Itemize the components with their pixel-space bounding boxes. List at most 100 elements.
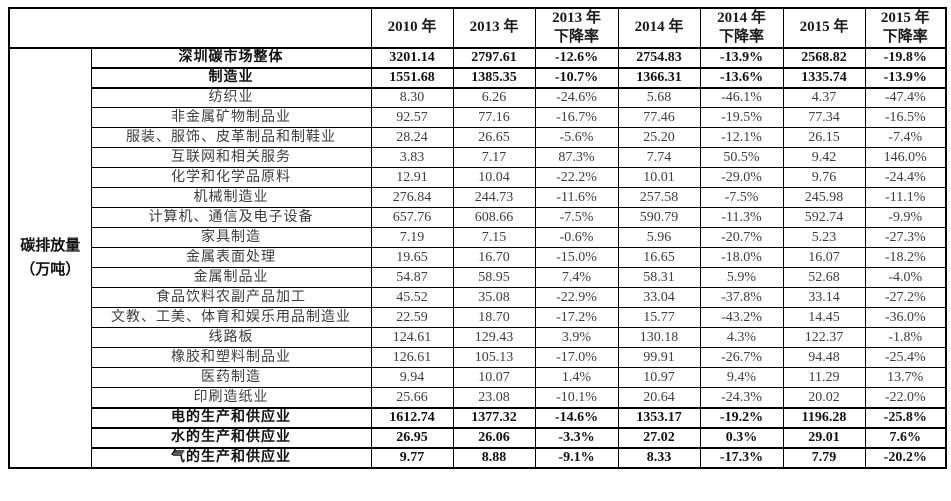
value-cell: -5.6%	[534, 127, 619, 148]
value-cell: 9.42	[782, 147, 866, 168]
value-cell: -24.4%	[864, 167, 947, 188]
value-cell: -18.0%	[699, 247, 784, 268]
row-label: 互联网和相关服务	[90, 147, 372, 168]
column-header: 2014 年 下降率	[699, 7, 784, 49]
table-row: 纺织业 8.30 6.26 -24.6% 5.68 -46.1% 4.37 -47.4%	[9, 87, 947, 108]
value-cell: 2568.82	[782, 46, 866, 69]
value-cell: 16.65	[617, 247, 701, 268]
value-cell: -29.0%	[699, 167, 784, 188]
value-cell: 1377.32	[452, 406, 536, 429]
row-label: 化学和化学品原料	[90, 167, 372, 188]
value-cell: 1196.28	[782, 406, 866, 429]
value-cell: -24.6%	[534, 87, 619, 108]
value-cell: 94.48	[782, 347, 866, 368]
table-row: 非金属矿物制品业 92.57 77.16 -16.7% 77.46 -19.5% 77.34…	[9, 107, 947, 128]
value-cell: -47.4%	[864, 87, 947, 108]
value-cell: 29.01	[782, 426, 866, 449]
value-cell: 1366.31	[617, 66, 701, 89]
value-cell: 5.9%	[699, 267, 784, 288]
value-cell: 33.04	[617, 287, 701, 308]
table-row: 电的生产和供应业 1612.74 1377.32 -14.6% 1353.17 -19.2…	[9, 406, 947, 429]
value-cell: -25.4%	[864, 347, 947, 368]
value-cell: 590.79	[617, 207, 701, 228]
value-cell: 10.07	[452, 367, 536, 388]
value-cell: 25.66	[370, 387, 454, 408]
table-row: 气的生产和供应业 9.77 8.88 -9.1% 8.33 -17.3% 7.79 -20.2…	[9, 446, 947, 469]
value-cell: 608.66	[452, 207, 536, 228]
value-cell: -7.4%	[864, 127, 947, 148]
value-cell: -0.6%	[534, 227, 619, 248]
column-header: 2010 年	[370, 7, 454, 49]
value-cell: 23.08	[452, 387, 536, 408]
value-cell: 77.16	[452, 107, 536, 128]
row-label: 水的生产和供应业	[90, 426, 372, 449]
row-label: 家具制造	[90, 227, 372, 248]
value-cell: 77.46	[617, 107, 701, 128]
value-cell: 58.95	[452, 267, 536, 288]
table-row: 金属制品业 54.87 58.95 7.4% 58.31 5.9% 52.68 -4.0%	[9, 267, 947, 288]
table-row: 金属表面处理 19.65 16.70 -15.0% 16.65 -18.0% 16.07 -1…	[9, 247, 947, 268]
value-cell: 0.3%	[699, 426, 784, 449]
value-cell: -1.8%	[864, 327, 947, 348]
row-label: 服装、服饰、皮革制品和制鞋业	[90, 127, 372, 148]
value-cell: -12.6%	[534, 46, 619, 69]
row-label: 文教、工美、体育和娱乐用品制造业	[90, 307, 372, 328]
value-cell: -13.6%	[699, 66, 784, 89]
table-row: 橡胶和塑料制品业 126.61 105.13 -17.0% 99.91 -26.7% 94.…	[9, 347, 947, 368]
header-row: 2010 年 2013 年 2013 年 下降率 2014 年 2014 年 下降率 20…	[8, 7, 947, 49]
value-cell: -9.9%	[864, 207, 947, 228]
table-row: 服装、服饰、皮革制品和制鞋业 28.24 26.65 -5.6% 25.20 -12.1%…	[9, 127, 947, 148]
value-cell: -22.9%	[534, 287, 619, 308]
value-cell: 146.0%	[864, 147, 947, 168]
value-cell: 54.87	[370, 267, 454, 288]
value-cell: -24.3%	[699, 387, 784, 408]
value-cell: -15.0%	[534, 247, 619, 268]
value-cell: -9.1%	[534, 446, 619, 469]
value-cell: 13.7%	[864, 367, 947, 388]
value-cell: -16.5%	[864, 107, 947, 128]
value-cell: 276.84	[370, 187, 454, 208]
value-cell: 14.45	[782, 307, 866, 328]
value-cell: 6.26	[452, 87, 536, 108]
value-cell: -19.8%	[864, 46, 947, 69]
value-cell: -10.7%	[534, 66, 619, 89]
value-cell: -22.2%	[534, 167, 619, 188]
table-row: 家具制造 7.19 7.15 -0.6% 5.96 -20.7% 5.23 -27.3%	[9, 227, 947, 248]
value-cell: 5.23	[782, 227, 866, 248]
value-cell: 5.68	[617, 87, 701, 108]
value-cell: 20.64	[617, 387, 701, 408]
value-cell: 1353.17	[617, 406, 701, 429]
value-cell: -26.7%	[699, 347, 784, 368]
value-cell: 7.79	[782, 446, 866, 469]
value-cell: 7.74	[617, 147, 701, 168]
value-cell: 77.34	[782, 107, 866, 128]
value-cell: 126.61	[370, 347, 454, 368]
table-row: 食品饮料农副产品加工 45.52 35.08 -22.9% 33.04 -37.8% 33.…	[9, 287, 947, 308]
column-header: 2014 年	[617, 7, 701, 49]
value-cell: -20.2%	[864, 446, 947, 469]
row-label: 电的生产和供应业	[90, 406, 372, 429]
value-cell: -20.7%	[699, 227, 784, 248]
value-cell: 7.17	[452, 147, 536, 168]
value-cell: 122.37	[782, 327, 866, 348]
value-cell: -19.5%	[699, 107, 784, 128]
value-cell: 19.65	[370, 247, 454, 268]
row-label: 制造业	[90, 66, 372, 89]
value-cell: 105.13	[452, 347, 536, 368]
row-label: 线路板	[90, 327, 372, 348]
unit-label: 碳排放量 （万吨）	[8, 46, 92, 469]
value-cell: 26.65	[452, 127, 536, 148]
value-cell: -25.8%	[864, 406, 947, 429]
table-row: 医药制造 9.94 10.07 1.4% 10.97 9.4% 11.29 13.7%	[9, 367, 947, 388]
value-cell: 58.31	[617, 267, 701, 288]
value-cell: -17.3%	[699, 446, 784, 469]
value-cell: -10.1%	[534, 387, 619, 408]
value-cell: -7.5%	[699, 187, 784, 208]
row-label: 气的生产和供应业	[90, 446, 372, 469]
row-label: 金属制品业	[90, 267, 372, 288]
value-cell: 3.83	[370, 147, 454, 168]
row-label: 非金属矿物制品业	[90, 107, 372, 128]
value-cell: -36.0%	[864, 307, 947, 328]
row-label: 深圳碳市场整体	[90, 46, 372, 69]
value-cell: 35.08	[452, 287, 536, 308]
